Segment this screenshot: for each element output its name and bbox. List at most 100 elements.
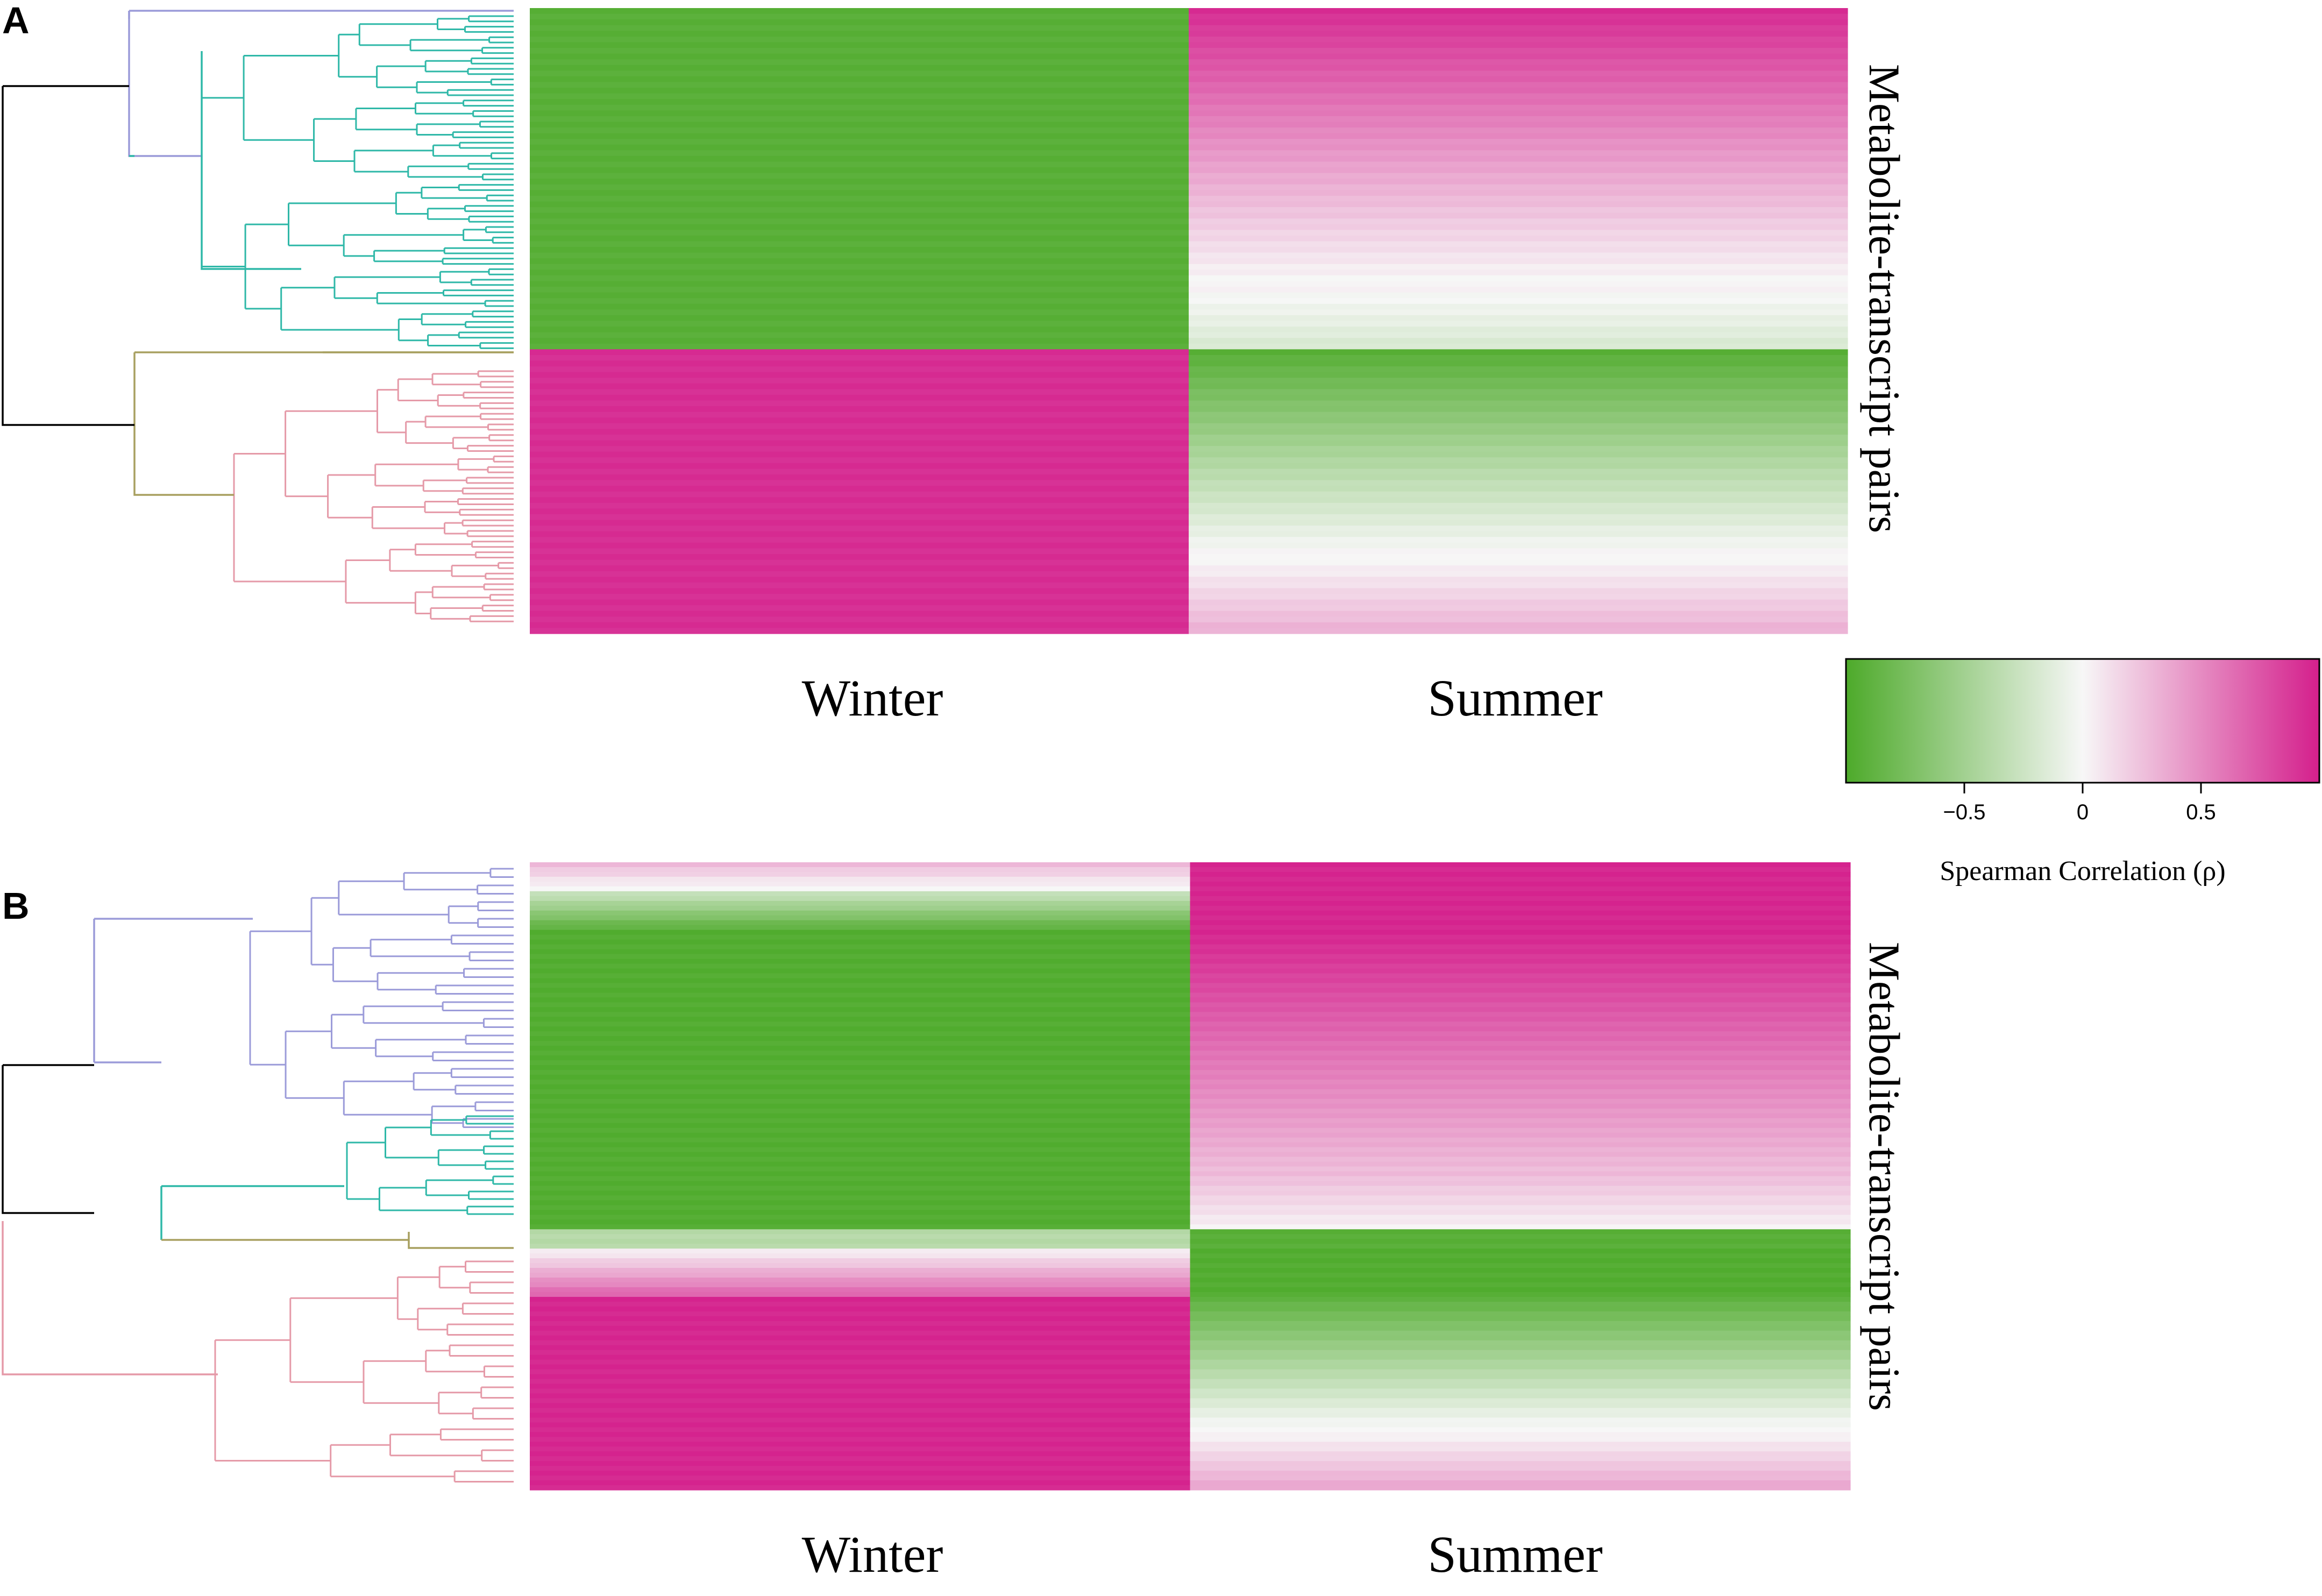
heatmap-cell-summer bbox=[1189, 400, 1848, 407]
heatmap-cell-summer bbox=[1189, 13, 1848, 20]
heatmap-cell-winter bbox=[530, 571, 1189, 577]
heatmap-cell-summer bbox=[1189, 360, 1848, 367]
heatmap-cell-winter bbox=[530, 1359, 1191, 1365]
heatmap-cell-summer bbox=[1189, 309, 1848, 316]
heatmap-cell-winter bbox=[530, 1335, 1191, 1341]
heatmap-cell-summer bbox=[1190, 925, 1851, 931]
heatmap-cell-summer bbox=[1189, 281, 1848, 287]
heatmap-cell-winter bbox=[530, 161, 1189, 168]
heatmap-cell-winter bbox=[530, 1417, 1191, 1423]
heatmap-cell-summer bbox=[1190, 1002, 1851, 1008]
heatmap-cell-winter bbox=[530, 1108, 1191, 1114]
heatmap-cell-summer bbox=[1189, 88, 1848, 94]
heatmap-cell-summer bbox=[1190, 934, 1851, 940]
heatmap-cell-winter bbox=[530, 915, 1191, 921]
heatmap-cell-winter bbox=[530, 252, 1189, 259]
heatmap-cell-summer bbox=[1190, 1123, 1851, 1129]
heatmap-cell-winter bbox=[530, 930, 1191, 935]
heatmap-cell-summer bbox=[1189, 59, 1848, 66]
heatmap-cell-summer bbox=[1190, 896, 1851, 902]
heatmap-cell-summer bbox=[1190, 1176, 1851, 1182]
heatmap-cell-summer bbox=[1190, 891, 1851, 897]
heatmap-cell-summer bbox=[1190, 1074, 1851, 1080]
panel-b-row-axis-label: Metabolite-transcript pairs bbox=[1860, 942, 1909, 1411]
heatmap-cell-summer bbox=[1190, 910, 1851, 916]
heatmap-cell-winter bbox=[530, 1055, 1191, 1061]
heatmap-cell-winter bbox=[530, 8, 1189, 15]
heatmap-cell-summer bbox=[1190, 1161, 1851, 1167]
heatmap-cell-summer bbox=[1190, 1282, 1851, 1288]
heatmap-cell-winter bbox=[530, 978, 1191, 984]
heatmap-cell-winter bbox=[530, 423, 1189, 429]
heatmap-cell-summer bbox=[1189, 343, 1848, 350]
heatmap-cell-summer bbox=[1190, 963, 1851, 969]
heatmap-cell-summer bbox=[1190, 1427, 1851, 1432]
heatmap-cell-summer bbox=[1189, 412, 1848, 418]
heatmap-cell-winter bbox=[530, 520, 1189, 526]
heatmap-cell-winter bbox=[530, 1388, 1191, 1394]
heatmap-cell-summer bbox=[1190, 1393, 1851, 1399]
heatmap-cell-winter bbox=[530, 1171, 1191, 1177]
heatmap-cell-summer bbox=[1190, 930, 1851, 935]
heatmap-cell-winter bbox=[530, 338, 1189, 344]
heatmap-cell-winter bbox=[530, 491, 1189, 498]
panel-b-column-label-winter: Winter bbox=[802, 1526, 943, 1583]
heatmap-cell-summer bbox=[1189, 150, 1848, 157]
heatmap-cell-summer bbox=[1189, 480, 1848, 486]
heatmap-cell-summer bbox=[1190, 1403, 1851, 1408]
heatmap-cell-summer bbox=[1190, 1325, 1851, 1331]
heatmap-cell-summer bbox=[1190, 1263, 1851, 1268]
heatmap-cell-winter bbox=[530, 1017, 1191, 1022]
heatmap-cell-winter bbox=[530, 469, 1189, 475]
heatmap-cell-summer bbox=[1189, 315, 1848, 322]
heatmap-cell-summer bbox=[1190, 1051, 1851, 1056]
heatmap-cell-summer bbox=[1190, 1384, 1851, 1389]
heatmap-cell-winter bbox=[530, 1311, 1191, 1317]
heatmap-cell-winter bbox=[530, 1060, 1191, 1066]
heatmap-cell-winter bbox=[530, 1210, 1191, 1215]
heatmap-cell-winter bbox=[530, 949, 1191, 955]
heatmap-cell-winter bbox=[530, 1446, 1191, 1452]
heatmap-cell-winter bbox=[530, 1432, 1191, 1437]
heatmap-cell-summer bbox=[1189, 224, 1848, 230]
heatmap-cell-winter bbox=[530, 1301, 1191, 1307]
heatmap-cell-winter bbox=[530, 1079, 1191, 1085]
heatmap-cell-summer bbox=[1190, 1084, 1851, 1090]
heatmap-cell-summer bbox=[1189, 275, 1848, 282]
heatmap-cell-summer bbox=[1189, 497, 1848, 503]
heatmap-cell-winter bbox=[530, 116, 1189, 123]
heatmap-cell-winter bbox=[530, 241, 1189, 247]
panel-b-column-label-summer: Summer bbox=[1428, 1526, 1602, 1583]
heatmap-cell-winter bbox=[530, 104, 1189, 111]
heatmap-cell-summer bbox=[1189, 559, 1848, 566]
heatmap-cell-summer bbox=[1189, 502, 1848, 509]
heatmap-cell-winter bbox=[530, 298, 1189, 304]
heatmap-cell-winter bbox=[530, 593, 1189, 600]
heatmap-cell-winter bbox=[530, 1229, 1191, 1235]
heatmap-cell-summer bbox=[1189, 349, 1848, 356]
heatmap-cell-winter bbox=[530, 531, 1189, 537]
heatmap-cell-summer bbox=[1190, 1335, 1851, 1341]
panel-b-dendrogram bbox=[2, 868, 514, 1482]
heatmap-cell-winter bbox=[530, 82, 1189, 88]
heatmap-cell-summer bbox=[1190, 1442, 1851, 1447]
heatmap-cell-winter bbox=[530, 1379, 1191, 1385]
heatmap-cell-winter bbox=[530, 1364, 1191, 1370]
heatmap-cell-winter bbox=[530, 1466, 1191, 1471]
heatmap-cell-summer bbox=[1190, 1094, 1851, 1100]
heatmap-cell-summer bbox=[1190, 939, 1851, 945]
heatmap-cell-winter bbox=[530, 1046, 1191, 1051]
heatmap-cell-winter bbox=[530, 1022, 1191, 1027]
heatmap-cell-summer bbox=[1190, 1089, 1851, 1095]
heatmap-cell-winter bbox=[530, 1026, 1191, 1032]
heatmap-cell-winter bbox=[530, 235, 1189, 242]
heatmap-cell-winter bbox=[530, 867, 1191, 873]
heatmap-cell-winter bbox=[530, 1398, 1191, 1404]
heatmap-cell-winter bbox=[530, 1215, 1191, 1220]
heatmap-cell-summer bbox=[1189, 161, 1848, 168]
heatmap-cell-winter bbox=[530, 366, 1189, 373]
heatmap-cell-summer bbox=[1189, 429, 1848, 435]
heatmap-cell-winter bbox=[530, 1369, 1191, 1375]
heatmap-cell-summer bbox=[1190, 1239, 1851, 1244]
heatmap-cell-winter bbox=[530, 1292, 1191, 1297]
